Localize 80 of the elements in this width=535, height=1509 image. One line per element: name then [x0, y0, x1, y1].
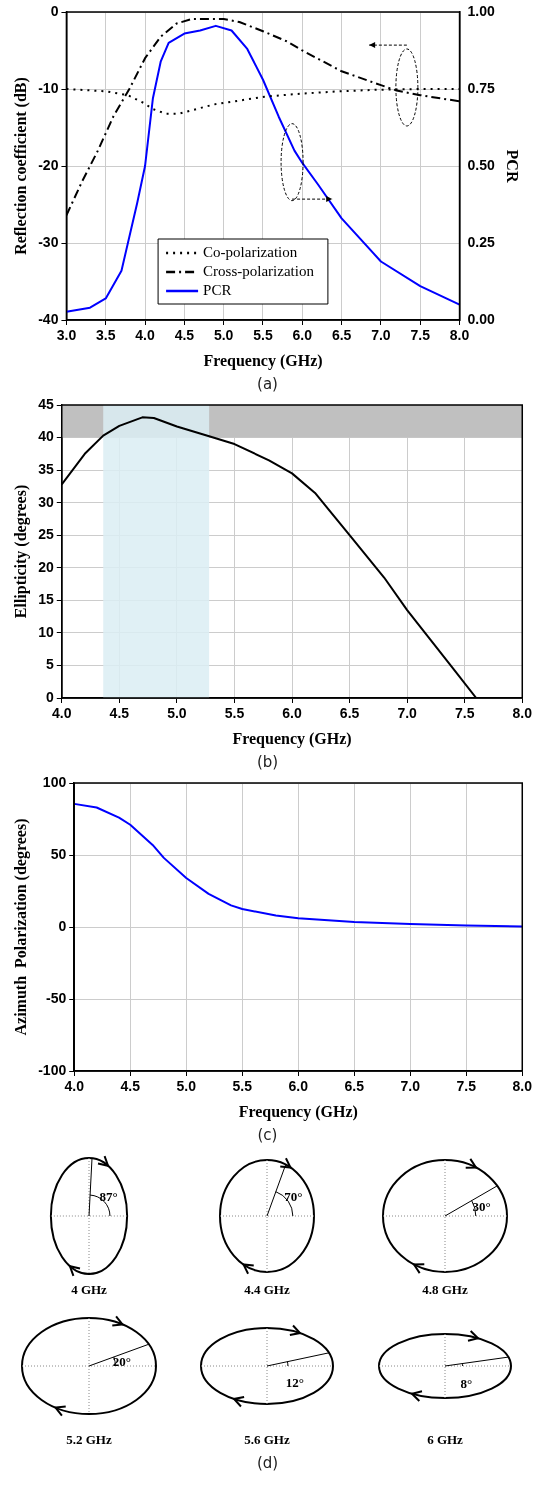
x-tick-label: 7.0	[400, 1078, 421, 1095]
text: (c)	[256, 1126, 279, 1144]
y-axis-title: Ellipticity (degrees)	[11, 484, 30, 619]
x-tick-label: 4.5	[120, 1078, 141, 1095]
y-tick-label: 15	[38, 591, 54, 608]
x-axis-title: Frequency (GHz)	[203, 351, 323, 370]
x-tick-label: 8.0	[512, 1078, 533, 1095]
y2-tick-label: 0.00	[467, 310, 496, 327]
y-tick-label: 0	[50, 2, 59, 19]
y2-tick-label: 1.00	[467, 2, 496, 19]
y-tick-label: 100	[42, 773, 67, 790]
text: 4.8 GHz	[421, 1282, 469, 1298]
x-tick-label: 4.0	[52, 705, 72, 722]
y-tick-label: -10	[38, 79, 59, 96]
x-tick-label: 6.0	[288, 1078, 309, 1095]
legend-label: PCR	[203, 281, 232, 298]
x-tick-label: 4.5	[109, 705, 130, 722]
y-tick-label: 25	[38, 526, 54, 543]
x-tick-label: 5.5	[232, 1078, 253, 1095]
y-tick-label: 0	[58, 917, 67, 934]
x-tick-label: 5.0	[213, 327, 234, 344]
y-tick-label: 5	[45, 656, 54, 673]
x-tick-label: 7.0	[397, 705, 418, 722]
x-tick-label: 4.0	[64, 1078, 85, 1095]
text: 8°	[460, 1376, 473, 1393]
y-tick-label: -50	[45, 989, 67, 1006]
y-tick-label: 50	[50, 845, 67, 862]
text: (b)	[255, 753, 280, 771]
legend-label: Co-polarization	[203, 243, 298, 260]
y-tick-label: -30	[38, 233, 59, 250]
text: 30°	[472, 1199, 491, 1216]
text: 87°	[99, 1188, 118, 1205]
text: 5.6 GHz	[243, 1432, 291, 1448]
x-tick-label: 6.5	[331, 327, 352, 344]
y-tick-label: 45	[38, 395, 54, 412]
y-axis-title: Reflection coefficient (dB)	[11, 77, 30, 255]
text: 12°	[285, 1374, 304, 1391]
x-tick-label: 8.0	[512, 705, 533, 722]
y-tick-label: 40	[38, 428, 54, 445]
x-tick-label: 5.5	[224, 705, 245, 722]
x-tick-label: 7.5	[410, 327, 431, 344]
y-axis-title: Azimuth Polarization (degrees)	[11, 818, 30, 1036]
text: 20°	[112, 1353, 132, 1370]
text: 4.4 GHz	[243, 1282, 291, 1298]
legend-label: Cross-polarization	[203, 262, 315, 279]
y-tick-label: -40	[38, 310, 59, 327]
text: 6 GHz	[426, 1432, 464, 1448]
y-tick-label: 0	[45, 688, 54, 705]
y-tick-label: 30	[38, 493, 54, 510]
y2-tick-label: 0.50	[467, 156, 496, 173]
y2-tick-label: 0.25	[467, 233, 496, 250]
x-tick-label: 3.5	[96, 327, 116, 344]
text: 4 GHz	[70, 1282, 108, 1298]
x-tick-label: 5.5	[253, 327, 273, 344]
text: 5.2 GHz	[65, 1432, 113, 1448]
y2-axis-title: PCR	[504, 149, 522, 183]
y-tick-label: 10	[38, 623, 54, 640]
x-tick-label: 3.0	[56, 327, 77, 344]
text: (a)	[256, 375, 279, 393]
x-axis-title: Frequency (GHz)	[232, 729, 352, 748]
x-tick-label: 4.5	[174, 327, 195, 344]
y-tick-label: -100	[38, 1061, 67, 1078]
x-tick-label: 6.5	[339, 705, 360, 722]
x-tick-label: 7.5	[456, 1078, 477, 1095]
x-tick-label: 6.0	[282, 705, 302, 722]
y2-tick-label: 0.75	[467, 79, 496, 96]
x-tick-label: 6.5	[344, 1078, 365, 1095]
x-tick-label: 5.0	[167, 705, 187, 722]
x-tick-label: 8.0	[449, 327, 470, 344]
text: 70°	[284, 1189, 303, 1206]
y-tick-label: 20	[38, 558, 54, 575]
y-tick-label: -20	[38, 156, 59, 173]
x-axis-title: Frequency (GHz)	[238, 1102, 358, 1121]
x-tick-label: 7.5	[454, 705, 475, 722]
x-tick-label: 4.0	[135, 327, 155, 344]
x-tick-label: 5.0	[176, 1078, 197, 1095]
y-tick-label: 35	[38, 460, 54, 477]
text: (d)	[255, 1454, 280, 1472]
x-tick-label: 7.0	[371, 327, 391, 344]
x-tick-label: 6.0	[292, 327, 313, 344]
